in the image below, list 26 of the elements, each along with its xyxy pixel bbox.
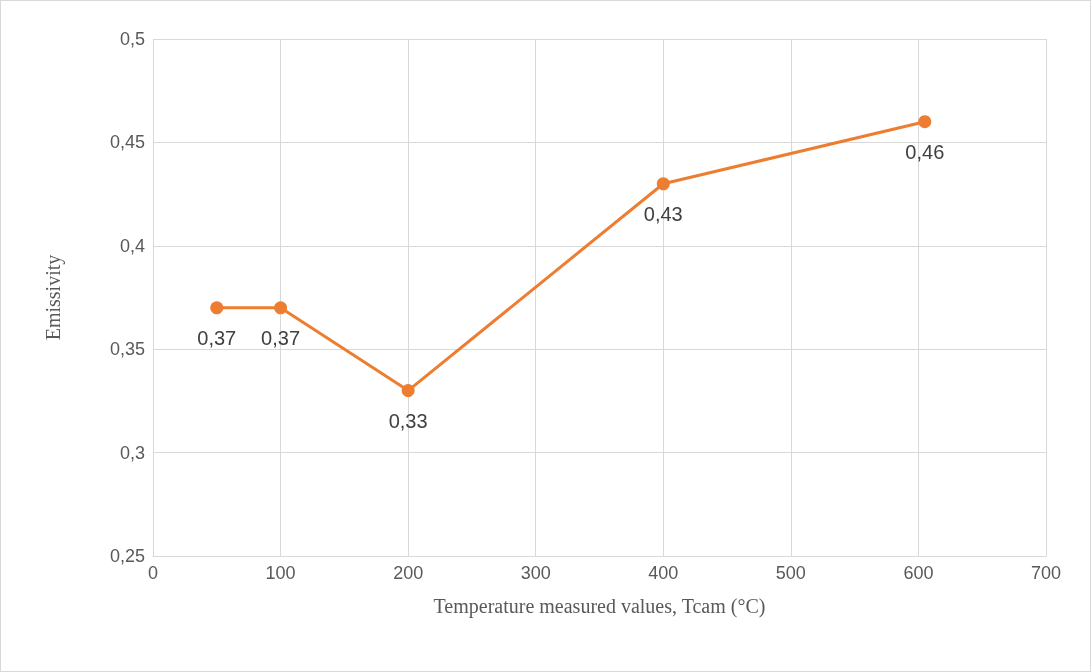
x-tick-label: 400 bbox=[648, 563, 679, 583]
y-tick-label: 0,3 bbox=[119, 442, 145, 463]
x-tick-label: 600 bbox=[903, 563, 934, 583]
y-tick-label: 0,35 bbox=[109, 339, 145, 360]
point bbox=[210, 301, 224, 315]
data-label: 0,37 bbox=[197, 327, 237, 350]
point bbox=[656, 177, 670, 191]
y-tick-label: 0,45 bbox=[109, 132, 145, 153]
data-label: 0,37 bbox=[261, 327, 301, 350]
data-label: 0,46 bbox=[905, 141, 945, 164]
x-axis-title: Temperature measured values, Tcam (°C) bbox=[433, 595, 766, 618]
y-tick-label: 0,5 bbox=[119, 29, 145, 49]
y-tick-label: 0,4 bbox=[119, 235, 145, 256]
x-tick-label: 100 bbox=[265, 563, 296, 583]
data-label: 0,33 bbox=[388, 410, 428, 433]
x-tick-label: 500 bbox=[775, 563, 806, 583]
y-axis-title: Emissivity bbox=[42, 254, 65, 341]
point bbox=[274, 301, 288, 315]
x-tick-label: 700 bbox=[1030, 563, 1062, 583]
y-tick-label: 0,25 bbox=[109, 546, 145, 566]
point bbox=[401, 384, 415, 398]
x-tick-label: 200 bbox=[393, 563, 424, 583]
point bbox=[918, 115, 932, 129]
data-label: 0,43 bbox=[643, 203, 683, 226]
x-tick-label: 300 bbox=[520, 563, 551, 583]
x-tick-label: 0 bbox=[147, 563, 159, 583]
